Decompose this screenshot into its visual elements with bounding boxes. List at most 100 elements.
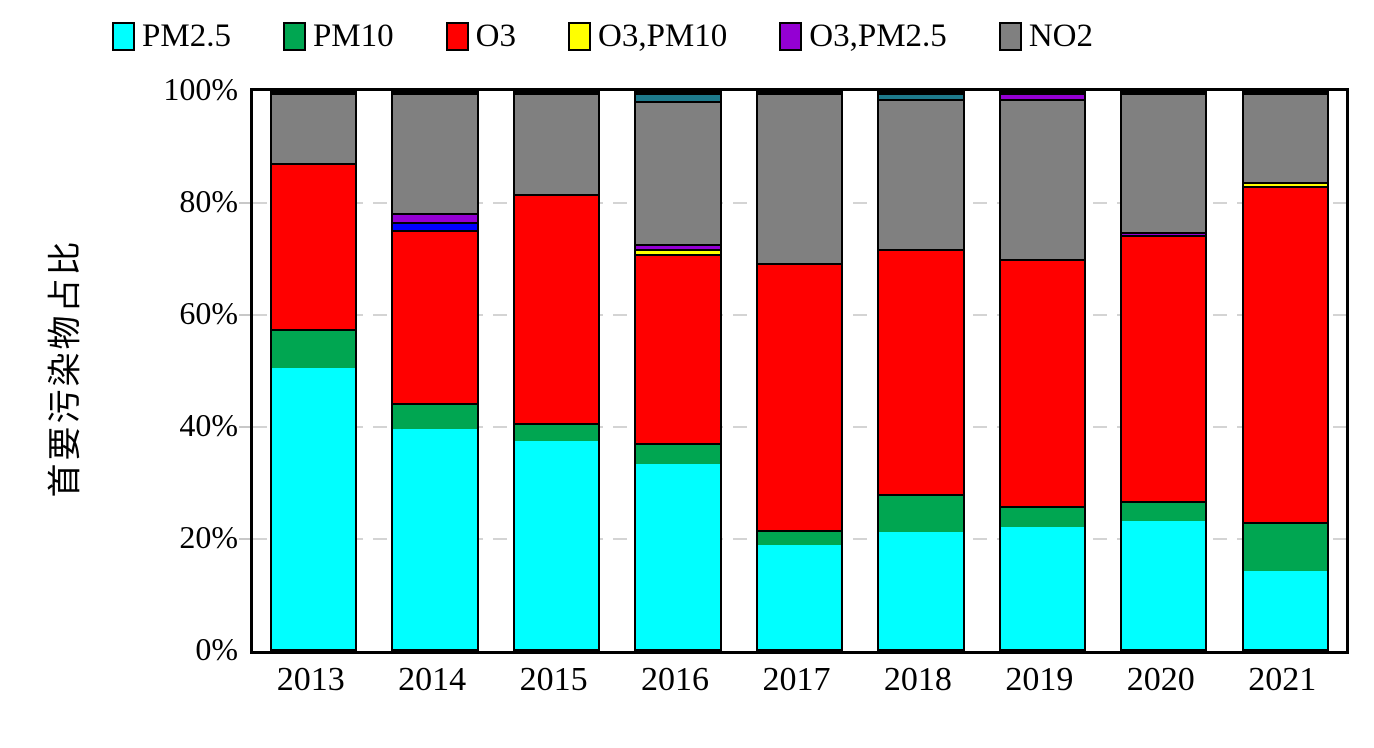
segment-2013-o3 [272,162,356,330]
y-axis-tick-mark [239,426,250,428]
segment-2014-unlabeled-blue [393,222,477,230]
stacked-bar-2020 [1120,91,1208,651]
legend-item-o3: O3 [445,18,516,54]
segment-2017-pm2-5 [757,545,842,649]
segment-2015-pm2-5 [514,440,599,649]
segment-2016-pm10 [636,443,720,464]
segment-2014-pm2-5 [393,429,477,649]
stacked-bar-2019 [998,91,1087,651]
bar-slot-2021 [1225,91,1346,651]
stacked-bar-2021 [1241,91,1329,651]
segment-2016-no2 [636,101,720,244]
stacked-bar-2013 [270,91,358,651]
legend-swatch-icon [112,22,135,51]
legend-item-o3-pm2-5: O3,PM2.5 [779,20,947,53]
x-axis-tick-labels: 2013 2014 2015 2016 2017 2018 2019 2020 2021 [250,663,1343,697]
legend-label: O3,PM10 [598,18,728,54]
x-tick-label-2018: 2018 [883,661,952,698]
segment-2019-o3 [1000,259,1085,506]
segment-2019-no2 [1000,98,1085,260]
segment-2016-o3-pm2-5 [636,243,720,249]
segment-2013-no2 [272,93,356,163]
segment-2018-unlabeled-teal [879,93,963,99]
x-tick-label-2021: 2021 [1248,661,1317,698]
x-tick-label-2015: 2015 [519,661,588,698]
y-tick-label-20: 20% [179,519,238,555]
y-tick-label-80: 80% [179,183,238,219]
segment-2019-o3-pm2-5 [1000,93,1085,99]
x-tick-label-2017: 2017 [762,661,831,698]
legend-label: NO2 [1028,18,1093,54]
segment-2015-pm10 [514,422,599,441]
legend-label: O3 [475,18,516,54]
y-axis-tick-mark [239,538,250,540]
legend-item-no2: NO2 [998,18,1093,54]
bar-slot-2014 [374,91,495,651]
segment-2016-o3 [636,253,720,444]
segment-2019-pm2-5 [1000,526,1085,649]
segment-2021-pm2-5 [1243,571,1327,649]
legend-label: O3,PM2.5 [809,18,947,54]
segment-2020-no2 [1122,93,1206,232]
x-tick-label-2016: 2016 [641,661,710,698]
legend-label: PM2.5 [142,18,231,54]
legend-swatch-icon [445,22,469,51]
y-tick-label-0: 0% [195,631,238,667]
y-tick-label-40: 40% [179,407,238,443]
y-axis-tick-mark [239,314,250,316]
segment-2013-pm2-5 [272,368,356,649]
legend-item-o3-pm10: O3,PM10 [568,20,727,53]
stacked-bar-2014 [391,91,479,651]
legend-item-pm2-5: PM2.5 [112,20,231,53]
segment-2019-pm10 [1000,505,1085,527]
bars-container [253,91,1346,651]
bar-slot-2017 [739,91,860,651]
segment-2016-pm2-5 [636,463,720,649]
segment-2021-pm10 [1243,522,1327,572]
segment-2016-unlabeled-teal [636,93,720,102]
segment-2017-pm10 [757,530,842,546]
segment-2014-pm10 [393,402,477,430]
segment-2021-o3 [1243,186,1327,523]
x-tick-label-2014: 2014 [398,661,467,698]
segment-2015-no2 [514,93,599,194]
legend-label: PM10 [312,18,394,54]
x-tick-label-2019: 2019 [1005,661,1074,698]
segment-2016-o3-pm10 [636,248,720,254]
bar-slot-2020 [1103,91,1224,651]
segment-2018-o3 [879,249,963,494]
segment-2021-no2 [1243,93,1327,182]
stacked-bar-2018 [877,91,965,651]
segment-2018-pm10 [879,493,963,533]
legend: PM2.5 PM10 O3 O3,PM10 O3,PM2.5 NO2 [112,20,1093,53]
stacked-bar-2015 [512,91,601,651]
bar-slot-2015 [496,91,617,651]
y-axis-title: 首要污染物占比 [47,238,85,498]
x-tick-label-2013: 2013 [276,661,345,698]
segment-2020-o3 [1122,234,1206,501]
bar-slot-2018 [860,91,981,651]
bar-slot-2019 [982,91,1103,651]
segment-2017-no2 [757,93,842,264]
legend-swatch-icon [779,22,803,51]
plot-area [239,88,1349,654]
segment-2018-pm2-5 [879,532,963,649]
segment-2014-o3-pm2-5 [393,213,477,222]
bar-slot-2016 [617,91,738,651]
segment-2014-o3 [393,229,477,403]
legend-swatch-icon [998,22,1022,51]
segment-2020-o3-pm2-5 [1122,232,1206,235]
segment-2017-o3 [757,263,842,531]
y-tick-label-60: 60% [179,295,238,331]
segment-2013-pm10 [272,329,356,369]
x-tick-label-2020: 2020 [1126,661,1195,698]
segment-2014-no2 [393,93,477,214]
y-axis-tick-mark [239,202,250,204]
stacked-bar-2016 [634,91,722,651]
legend-swatch-icon [282,22,306,51]
segment-2020-pm2-5 [1122,521,1206,649]
segment-2018-no2 [879,98,963,250]
y-tick-label-100: 100% [163,71,238,107]
stacked-bar-2017 [755,91,844,651]
